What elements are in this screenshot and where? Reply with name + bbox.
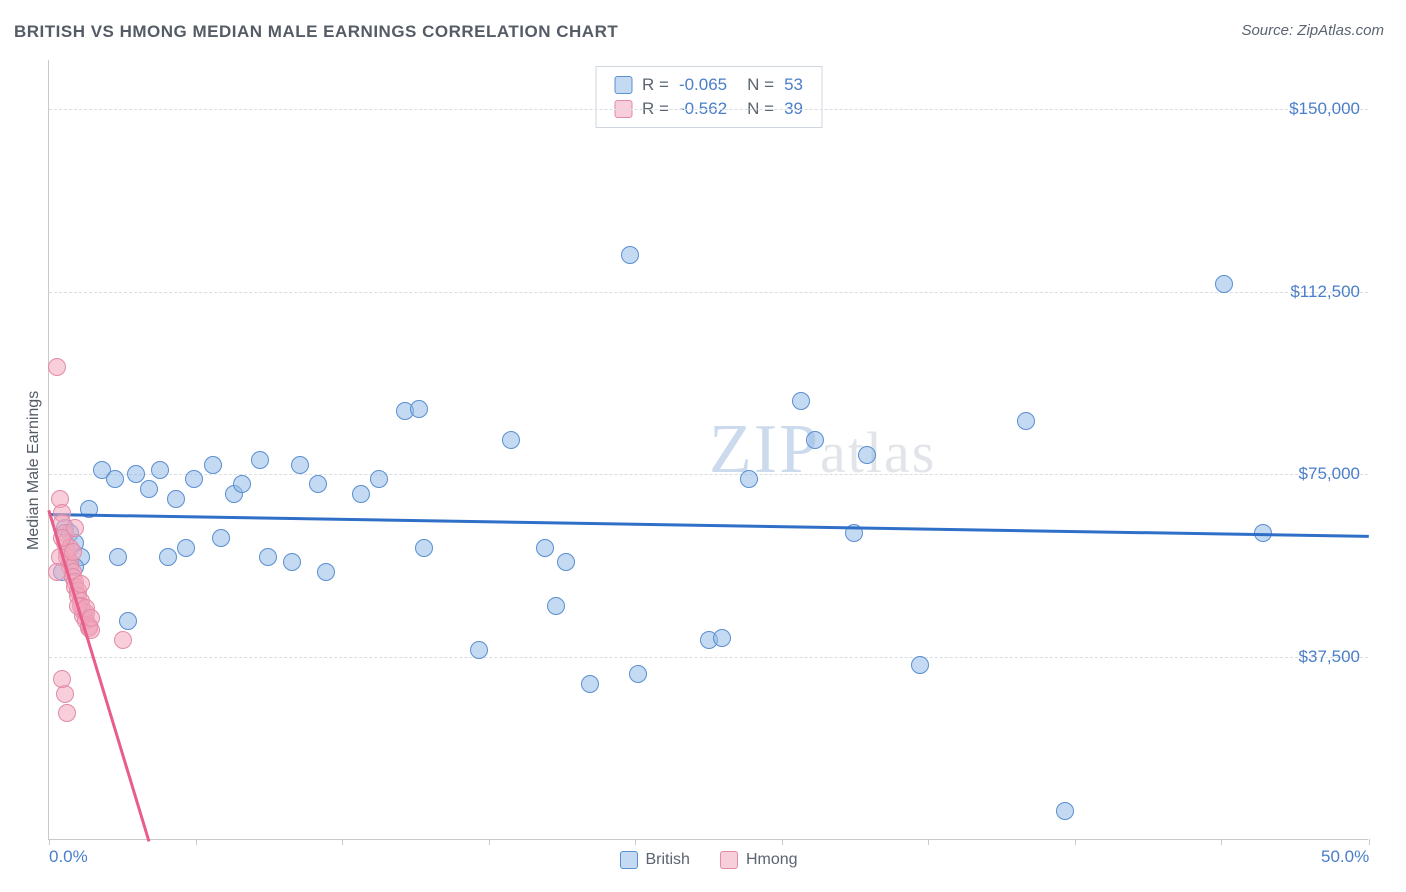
data-point (127, 465, 145, 483)
data-point (140, 480, 158, 498)
gridline (49, 474, 1368, 475)
data-point (48, 358, 66, 376)
x-tick (49, 839, 50, 845)
y-tick-label: $150,000 (1289, 99, 1360, 119)
data-point (547, 597, 565, 615)
data-point (185, 470, 203, 488)
x-tick (782, 839, 783, 845)
legend-item-british: British (619, 851, 689, 869)
series-legend: British Hmong (619, 851, 797, 869)
data-point (1017, 412, 1035, 430)
data-point (53, 670, 71, 688)
data-point (621, 246, 639, 264)
data-point (536, 539, 554, 557)
data-point (792, 392, 810, 410)
x-tick-label: 0.0% (49, 847, 88, 867)
data-point (858, 446, 876, 464)
data-point (911, 656, 929, 674)
legend-label: British (645, 851, 689, 869)
data-point (167, 490, 185, 508)
data-point (151, 461, 169, 479)
data-point (470, 641, 488, 659)
x-tick (489, 839, 490, 845)
data-point (557, 553, 575, 571)
x-tick (1075, 839, 1076, 845)
legend-r-label: R = (642, 75, 669, 95)
gridline (49, 292, 1368, 293)
data-point (410, 400, 428, 418)
swatch-icon (720, 851, 738, 869)
data-point (48, 563, 66, 581)
trend-line (49, 513, 1369, 537)
y-tick-label: $37,500 (1299, 647, 1360, 667)
data-point (740, 470, 758, 488)
data-point (159, 548, 177, 566)
watermark-zip: ZIP (709, 411, 820, 488)
legend-item-hmong: Hmong (720, 851, 798, 869)
swatch-icon (619, 851, 637, 869)
x-tick (342, 839, 343, 845)
data-point (291, 456, 309, 474)
data-point (259, 548, 277, 566)
data-point (629, 665, 647, 683)
data-point (806, 431, 824, 449)
legend-row-british: R = -0.065 N = 53 (614, 73, 803, 97)
data-point (119, 612, 137, 630)
data-point (106, 470, 124, 488)
legend-n-value: 53 (784, 75, 803, 95)
x-tick (1221, 839, 1222, 845)
y-tick-label: $112,500 (1290, 282, 1360, 302)
data-point (109, 548, 127, 566)
data-point (352, 485, 370, 503)
data-point (1056, 802, 1074, 820)
scatter-plot: Median Male Earnings ZIPatlas R = -0.065… (48, 60, 1368, 840)
data-point (114, 631, 132, 649)
legend-r-value: -0.065 (679, 75, 727, 95)
data-point (317, 563, 335, 581)
chart-title: BRITISH VS HMONG MEDIAN MALE EARNINGS CO… (14, 22, 618, 42)
data-point (309, 475, 327, 493)
data-point (212, 529, 230, 547)
x-tick (196, 839, 197, 845)
x-tick (1369, 839, 1370, 845)
y-tick-label: $75,000 (1299, 464, 1360, 484)
legend-label: Hmong (746, 851, 798, 869)
gridline (49, 657, 1368, 658)
correlation-legend: R = -0.065 N = 53 R = -0.562 N = 39 (595, 66, 822, 128)
data-point (415, 539, 433, 557)
data-point (233, 475, 251, 493)
data-point (204, 456, 222, 474)
data-point (58, 704, 76, 722)
x-tick-label: 50.0% (1321, 847, 1369, 867)
data-point (251, 451, 269, 469)
data-point (1215, 275, 1233, 293)
source-label: Source: ZipAtlas.com (1241, 22, 1384, 39)
data-point (581, 675, 599, 693)
x-tick (635, 839, 636, 845)
gridline (49, 109, 1368, 110)
data-point (64, 543, 82, 561)
swatch-icon (614, 76, 632, 94)
legend-n-label: N = (747, 75, 774, 95)
y-axis-title: Median Male Earnings (25, 391, 43, 550)
data-point (283, 553, 301, 571)
data-point (502, 431, 520, 449)
data-point (177, 539, 195, 557)
x-tick (928, 839, 929, 845)
data-point (370, 470, 388, 488)
data-point (713, 629, 731, 647)
